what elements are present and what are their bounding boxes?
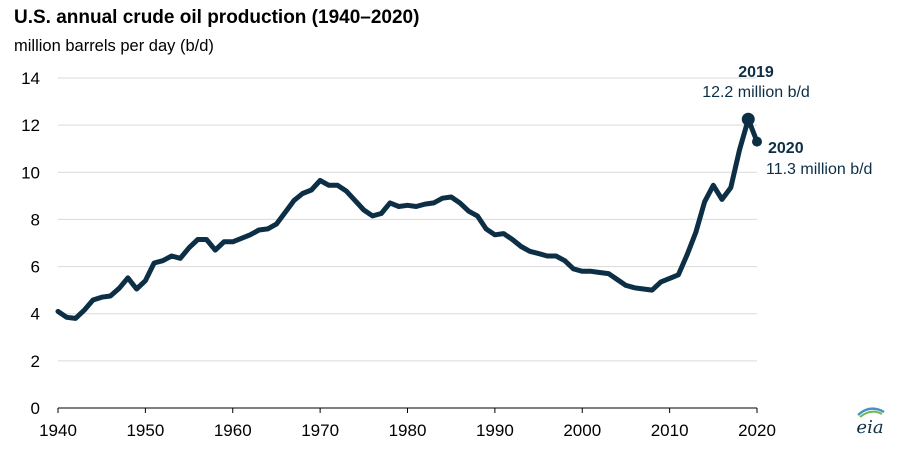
x-tick-label: 2000 bbox=[563, 421, 601, 440]
annotation-2020-year: 2020 bbox=[768, 140, 804, 157]
y-tick-label: 4 bbox=[31, 305, 40, 324]
logo-arc-blue bbox=[857, 407, 885, 416]
y-tick-label: 8 bbox=[31, 210, 40, 229]
highlight-point-2019 bbox=[741, 112, 755, 126]
y-tick-label: 12 bbox=[21, 116, 40, 135]
x-tick-label: 2020 bbox=[738, 421, 776, 440]
y-tick-label: 10 bbox=[21, 163, 40, 182]
annotations: 2019 12.2 million b/d 2020 11.3 million … bbox=[702, 64, 872, 178]
x-tick-label: 1990 bbox=[476, 421, 514, 440]
annotation-2020-value: 11.3 million b/d bbox=[766, 161, 872, 178]
annotation-2019-value: 12.2 million b/d bbox=[702, 84, 810, 101]
eia-logo: eia bbox=[856, 407, 885, 438]
highlight-point-2020 bbox=[752, 136, 762, 147]
logo-text: eia bbox=[856, 417, 883, 438]
y-tick-label: 14 bbox=[21, 69, 40, 88]
chart-title: U.S. annual crude oil production (1940–2… bbox=[14, 7, 420, 28]
chart-subtitle: million barrels per day (b/d) bbox=[14, 37, 214, 55]
annotation-2019-year: 2019 bbox=[738, 64, 774, 81]
series-line-0 bbox=[55, 116, 760, 321]
series-lines bbox=[55, 116, 760, 321]
x-tick-label: 1940 bbox=[39, 421, 77, 440]
x-tick-label: 1970 bbox=[301, 421, 339, 440]
x-tick-label: 2010 bbox=[651, 421, 689, 440]
logo-arc-green bbox=[859, 410, 883, 418]
x-tick-label: 1980 bbox=[389, 421, 427, 440]
y-tick-label: 6 bbox=[31, 258, 40, 277]
x-tick-label: 1960 bbox=[214, 421, 252, 440]
highlight-markers bbox=[741, 112, 762, 147]
y-axis-tick-labels: 0 2 4 6 8 10 12 14 bbox=[21, 69, 40, 418]
gridlines bbox=[58, 77, 757, 362]
y-tick-label: 2 bbox=[31, 352, 40, 371]
x-axis-tick-labels: 1940 1950 1960 1970 1980 1990 2000 2010 2020 bbox=[39, 408, 776, 440]
x-tick-label: 1950 bbox=[126, 421, 164, 440]
y-tick-label: 0 bbox=[31, 399, 40, 418]
